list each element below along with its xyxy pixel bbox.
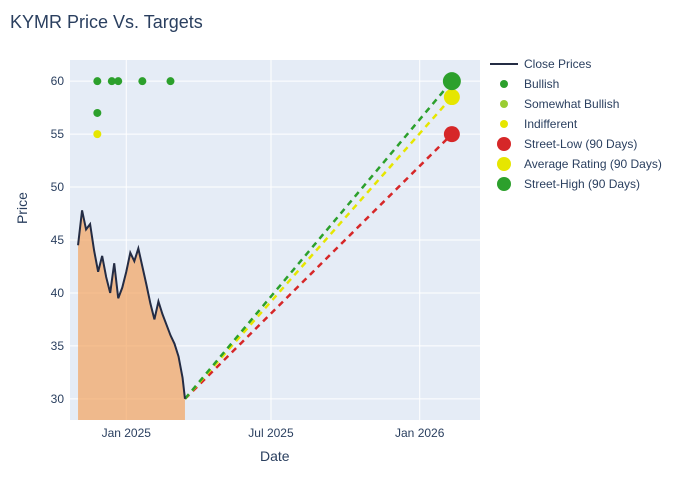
y-tick-label: 30 xyxy=(24,392,70,406)
legend-item[interactable]: Close Prices xyxy=(490,54,662,74)
legend-label: Street-High (90 Days) xyxy=(524,177,640,191)
y-tick-label: 35 xyxy=(24,339,70,353)
legend-item[interactable]: Bullish xyxy=(490,74,662,94)
legend-label: Close Prices xyxy=(524,57,591,71)
legend-label: Street-Low (90 Days) xyxy=(524,137,637,151)
legend-swatch xyxy=(490,177,518,191)
x-axis-label: Date xyxy=(260,448,290,464)
legend-item[interactable]: Street-Low (90 Days) xyxy=(490,134,662,154)
legend: Close Prices Bullish Somewhat Bullish Indif… xyxy=(490,54,662,194)
x-tick-label: Jul 2025 xyxy=(248,420,293,440)
legend-item[interactable]: Indifferent xyxy=(490,114,662,134)
legend-item[interactable]: Somewhat Bullish xyxy=(490,94,662,114)
legend-label: Bullish xyxy=(524,77,559,91)
y-tick-label: 40 xyxy=(24,286,70,300)
y-axis-label: Price xyxy=(14,192,30,224)
x-tick-label: Jan 2025 xyxy=(102,420,151,440)
legend-label: Somewhat Bullish xyxy=(524,97,619,111)
chart-title: KYMR Price Vs. Targets xyxy=(10,12,203,33)
legend-swatch xyxy=(490,57,518,71)
y-tick-label: 60 xyxy=(24,74,70,88)
x-tick-label: Jan 2026 xyxy=(395,420,444,440)
legend-label: Average Rating (90 Days) xyxy=(524,157,662,171)
legend-label: Indifferent xyxy=(524,117,577,131)
chart-container: KYMR Price Vs. Targets 30354045505560 Ja… xyxy=(0,0,700,500)
y-tick-label: 50 xyxy=(24,180,70,194)
plot-svg xyxy=(70,60,480,420)
legend-item[interactable]: Street-High (90 Days) xyxy=(490,174,662,194)
legend-swatch xyxy=(490,77,518,91)
y-tick-label: 55 xyxy=(24,127,70,141)
legend-swatch xyxy=(490,137,518,151)
legend-swatch xyxy=(490,97,518,111)
plot-area: 30354045505560 Jan 2025Jul 2025Jan 2026 xyxy=(70,60,480,420)
legend-swatch xyxy=(490,157,518,171)
legend-item[interactable]: Average Rating (90 Days) xyxy=(490,154,662,174)
legend-swatch xyxy=(490,117,518,131)
y-tick-label: 45 xyxy=(24,233,70,247)
